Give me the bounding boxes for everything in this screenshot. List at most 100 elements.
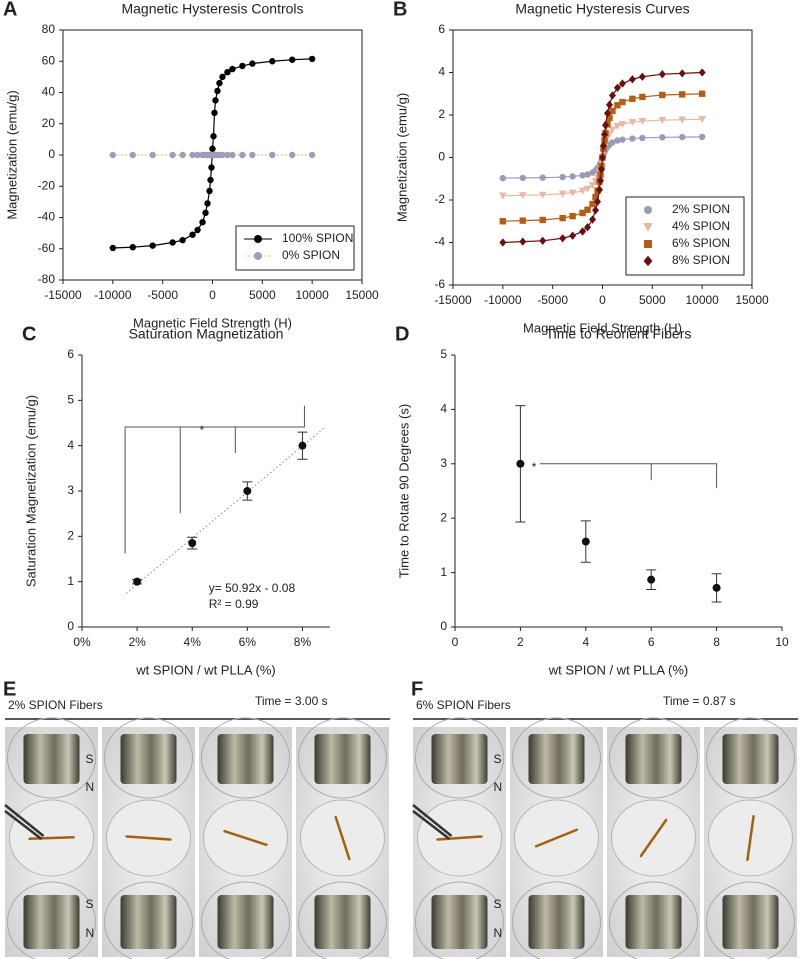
marker: [659, 91, 666, 99]
marker: [629, 95, 636, 103]
legend-marker: [254, 252, 262, 260]
fiber: [28, 835, 75, 841]
marker: [109, 244, 117, 252]
marker: [516, 459, 525, 468]
marker: [559, 173, 566, 181]
well: [298, 881, 387, 959]
marker: [210, 133, 217, 140]
marker: [149, 242, 156, 249]
marker: [628, 75, 636, 84]
annotation: R² = 0.99: [209, 597, 259, 611]
marker: [629, 135, 636, 142]
marker: [249, 60, 256, 67]
marker: [647, 575, 656, 584]
x-tick-label: 5000: [639, 293, 666, 307]
x-tick-label: 2%: [128, 635, 146, 649]
marker: [204, 200, 211, 207]
magnet-label: S: [86, 897, 94, 911]
marker: [589, 215, 597, 224]
marker: [579, 227, 587, 236]
y-tick-label: 2: [438, 107, 445, 121]
marker: [698, 68, 706, 77]
marker: [589, 200, 596, 208]
x-tick-label: 10000: [685, 293, 719, 307]
magnet-label: N: [494, 780, 503, 794]
marker: [584, 171, 591, 178]
y-tick-label: 2: [67, 529, 74, 543]
well: [609, 717, 698, 799]
marker: [216, 79, 223, 87]
marker: [584, 223, 592, 232]
marker: [219, 73, 226, 81]
marker: [179, 151, 186, 159]
well: [201, 717, 290, 799]
y-tick-label: 20: [42, 116, 56, 130]
panel-label: F: [411, 678, 423, 700]
well: [706, 881, 795, 959]
marker: [678, 116, 687, 124]
tweezers: [4, 804, 45, 840]
marker: [298, 441, 307, 450]
marker: [614, 137, 621, 144]
x-tick-label: -10000: [484, 293, 522, 307]
marker: [289, 151, 296, 159]
marker: [618, 79, 626, 88]
x-tick-label: 10000: [295, 288, 329, 302]
marker: [539, 236, 547, 245]
y-tick-label: -80: [38, 272, 56, 286]
x-tick-label: 15000: [735, 293, 769, 307]
marker: [608, 91, 616, 100]
marker: [698, 90, 706, 97]
marker: [269, 58, 276, 65]
marker: [129, 243, 136, 251]
x-axis-label: Magnetic Field Strength (H): [523, 320, 682, 335]
magnet: [431, 734, 488, 784]
marker: [499, 238, 507, 247]
significance-bracket: [540, 463, 718, 489]
marker: [579, 209, 586, 217]
well: [104, 717, 193, 799]
well: [415, 717, 504, 799]
marker: [609, 139, 616, 146]
panel-label: A: [3, 0, 17, 20]
magnet: [625, 734, 682, 784]
y-axis-label: Saturation Magnetization (emu/g): [23, 395, 38, 587]
marker: [712, 583, 721, 592]
marker: [169, 239, 176, 246]
time-label: Time = 0.87 s: [663, 694, 736, 708]
well: [104, 881, 193, 959]
magnet: [528, 734, 585, 784]
fiber: [534, 828, 579, 848]
marker: [579, 172, 586, 179]
marker: [169, 151, 176, 159]
marker: [679, 133, 686, 141]
tweezers: [412, 804, 453, 840]
marker: [592, 206, 600, 215]
y-tick-label: 4: [67, 438, 74, 452]
annotation: *: [199, 423, 204, 437]
well: [706, 717, 795, 799]
fiber: [436, 835, 483, 841]
marker: [698, 133, 706, 141]
marker: [202, 209, 209, 217]
marker: [559, 234, 567, 243]
legend-box: [235, 225, 355, 271]
y-tick-label: 4: [440, 402, 447, 416]
marker: [638, 72, 646, 81]
marker: [239, 62, 246, 70]
x-tick-label: 2: [517, 635, 524, 649]
marker: [229, 65, 236, 73]
marker: [678, 69, 686, 78]
legend-label: 6% SPION: [672, 236, 730, 250]
y-tick-label: -40: [38, 210, 56, 224]
annotation: y= 50.92x - 0.08: [209, 581, 296, 595]
magnet-label: N: [86, 926, 95, 940]
panel-label: C: [22, 323, 36, 345]
x-tick-label: 0: [452, 635, 459, 649]
y-tick-label: 80: [42, 22, 56, 36]
marker: [219, 151, 226, 159]
marker: [605, 100, 613, 109]
marker: [224, 151, 231, 159]
marker: [194, 151, 201, 159]
